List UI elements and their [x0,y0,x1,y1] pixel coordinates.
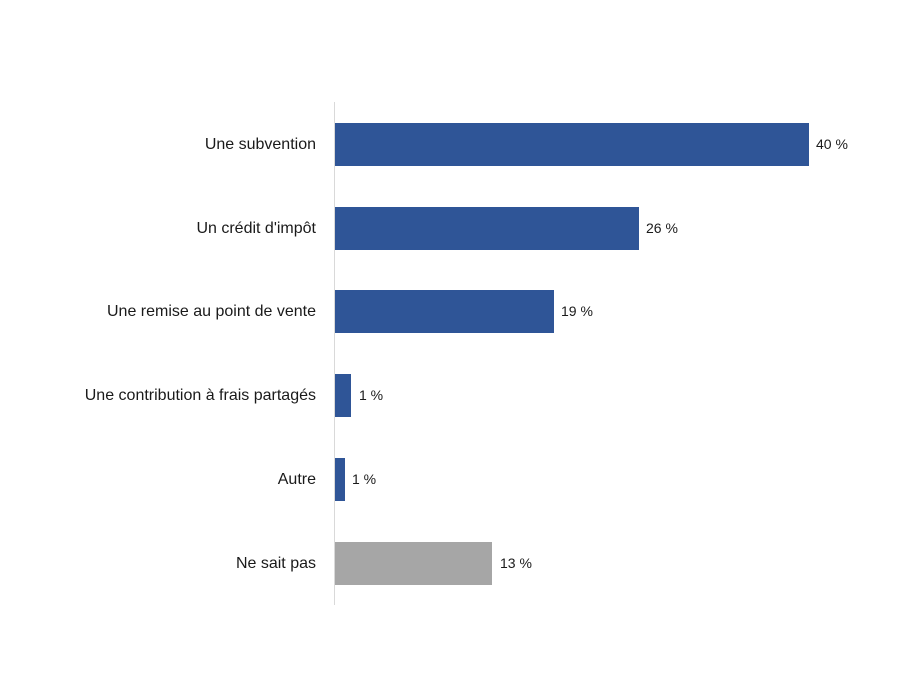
bar [335,123,809,166]
bar [335,542,492,585]
bar [335,207,639,250]
bar [335,290,554,333]
value-label: 40 % [816,136,848,152]
value-label: 1 % [359,387,384,403]
value-label: 19 % [561,303,593,319]
category-label: Une contribution à frais partagés [84,387,316,404]
bar-row-autre: Autre 1 % [0,458,900,501]
bar-row-subvention: Une subvention 40 % [0,123,900,166]
value-label: 13 % [500,555,532,571]
bar-row-remise-point-vente: Une remise au point de vente 19 % [0,290,900,333]
value-label: 1 % [352,471,377,487]
category-axis-line [334,102,335,605]
bar-row-credit-impot: Un crédit d'impôt 26 % [0,207,900,250]
value-label: 26 % [646,220,678,236]
bar [335,458,345,501]
category-label: Une remise au point de vente [106,303,316,320]
category-label: Ne sait pas [235,555,316,572]
category-label: Autre [277,471,316,488]
bar-row-ne-sait-pas: Ne sait pas 13 % [0,542,900,585]
bar [335,374,351,417]
category-label: Un crédit d'impôt [196,220,316,237]
bar-row-contribution-frais-partages: Une contribution à frais partagés 1 % [0,374,900,417]
category-label: Une subvention [204,136,316,153]
